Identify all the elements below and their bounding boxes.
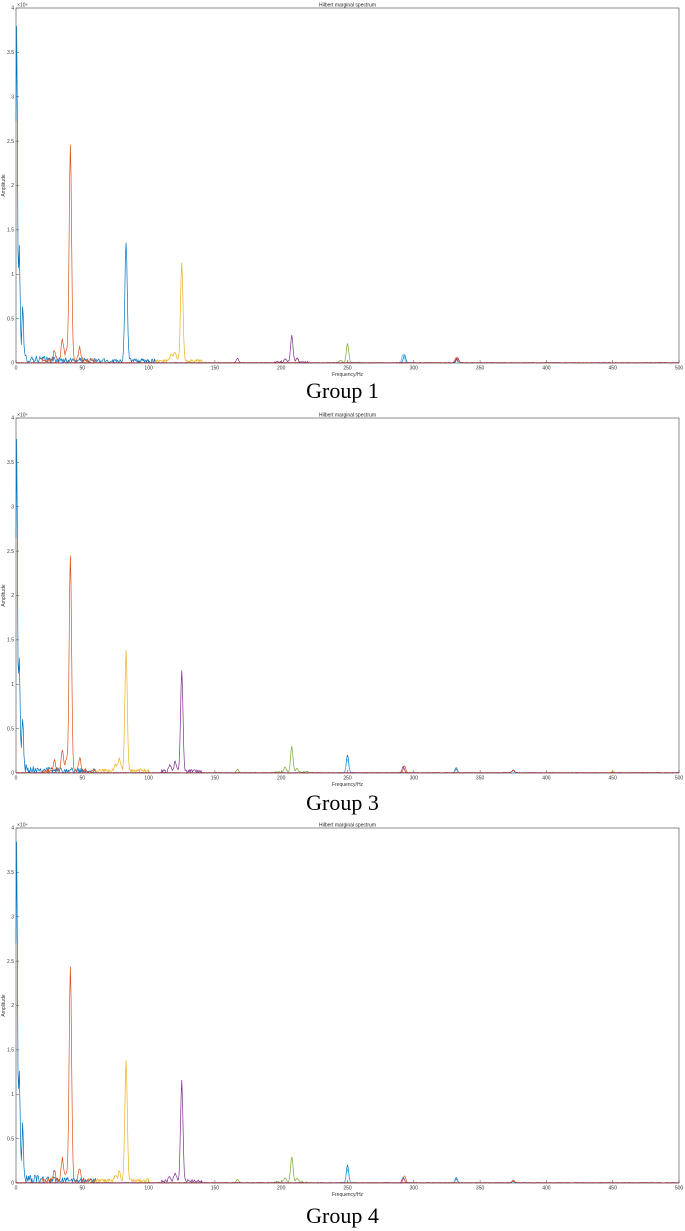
x-axis-label: Frequency/Hz — [332, 782, 364, 788]
y-exponent-label: ×10⁴ — [17, 3, 28, 9]
x-tick-label: 450 — [609, 1186, 618, 1192]
y-tick-label: 1.5 — [7, 638, 14, 644]
x-tick-label: 0 — [15, 366, 18, 372]
y-tick-label: 0 — [11, 771, 14, 777]
chart-panel-group-3: Hilbert marginal spectrum ×10⁴ 0 50 100 150 20… — [0, 410, 685, 820]
x-tick-label: 300 — [410, 366, 419, 372]
x-tick-label: 50 — [80, 1186, 86, 1192]
y-tick-label: 1.5 — [7, 1048, 14, 1054]
y-tick-label: 2.5 — [7, 959, 14, 965]
x-tick-label: 200 — [277, 776, 286, 782]
chart-caption: Group 4 — [306, 1203, 379, 1228]
x-tick-label: 350 — [476, 1186, 485, 1192]
x-tick-label: 150 — [211, 776, 220, 782]
x-tick-label: 50 — [80, 776, 86, 782]
x-axis-label: Frequency/Hz — [332, 372, 364, 378]
y-tick-label: 3.5 — [7, 460, 14, 466]
x-tick-label: 150 — [211, 1186, 220, 1192]
x-tick-label: 500 — [675, 366, 684, 372]
x-tick-label: 200 — [277, 1186, 286, 1192]
y-tick-label: 4 — [11, 6, 14, 12]
y-tick-label: 2 — [11, 1003, 14, 1009]
y-tick-label: 1 — [11, 272, 14, 278]
y-tick-label: 0 — [11, 1181, 14, 1187]
y-tick-label: 2 — [11, 183, 14, 189]
x-tick-label: 250 — [343, 366, 352, 372]
x-tick-label: 100 — [144, 366, 153, 372]
chart-title: Hilbert marginal spectrum — [319, 413, 376, 419]
chart-caption: Group 1 — [306, 378, 379, 403]
x-tick-label: 350 — [476, 776, 485, 782]
y-tick-label: 1 — [11, 1092, 14, 1098]
y-tick-label: 0.5 — [7, 1136, 14, 1142]
x-tick-label: 300 — [410, 776, 419, 782]
y-tick-label: 3 — [11, 94, 14, 100]
x-tick-label: 500 — [675, 776, 684, 782]
x-tick-label: 150 — [211, 366, 220, 372]
x-tick-label: 300 — [410, 1186, 419, 1192]
x-tick-label: 400 — [542, 1186, 551, 1192]
chart-title: Hilbert marginal spectrum — [319, 823, 376, 829]
x-tick-label: 450 — [609, 366, 618, 372]
x-axis-label: Frequency/Hz — [332, 1192, 364, 1198]
x-tick-label: 250 — [343, 1186, 352, 1192]
x-tick-label: 400 — [542, 366, 551, 372]
y-axis-label: Amplitude — [1, 994, 7, 1016]
y-tick-label: 2.5 — [7, 139, 14, 145]
plot-area — [15, 417, 680, 774]
y-tick-label: 4 — [11, 416, 14, 422]
plot-area — [15, 7, 680, 364]
x-tick-label: 0 — [15, 1186, 18, 1192]
x-tick-label: 200 — [277, 366, 286, 372]
y-tick-label: 3.5 — [7, 50, 14, 56]
y-tick-label: 0.5 — [7, 726, 14, 732]
x-tick-label: 50 — [80, 366, 86, 372]
y-exponent-label: ×10⁴ — [17, 823, 28, 829]
x-tick-label: 500 — [675, 1186, 684, 1192]
y-tick-label: 3 — [11, 914, 14, 920]
x-tick-label: 0 — [15, 776, 18, 782]
y-tick-label: 0.5 — [7, 316, 14, 322]
y-tick-label: 4 — [11, 826, 14, 832]
x-tick-label: 100 — [144, 776, 153, 782]
x-tick-label: 450 — [609, 776, 618, 782]
chart-panel-group-1: Hilbert marginal spectrum ×10⁴ 0 50 100 150 20… — [0, 0, 685, 410]
series-line — [15, 769, 679, 774]
y-axis-label: Amplitude — [1, 584, 7, 606]
y-tick-label: 2 — [11, 593, 14, 599]
y-exponent-label: ×10⁴ — [17, 413, 28, 419]
y-tick-label: 3 — [11, 504, 14, 510]
series-line — [15, 357, 680, 364]
x-tick-label: 350 — [476, 366, 485, 372]
x-tick-label: 100 — [144, 1186, 153, 1192]
series-line — [15, 1180, 680, 1184]
x-tick-label: 250 — [343, 776, 352, 782]
chart-title: Hilbert marginal spectrum — [319, 3, 376, 9]
chart-panel-group-4: Hilbert marginal spectrum ×10⁴ 0 50 100 150 20… — [0, 820, 685, 1231]
y-tick-label: 0 — [11, 361, 14, 367]
y-tick-label: 1 — [11, 682, 14, 688]
chart-caption: Group 3 — [306, 790, 379, 815]
y-tick-label: 1.5 — [7, 228, 14, 234]
y-axis-label: Amplitude — [1, 174, 7, 196]
y-tick-label: 3.5 — [7, 870, 14, 876]
plot-area — [15, 827, 680, 1184]
x-tick-label: 400 — [542, 776, 551, 782]
y-tick-label: 2.5 — [7, 549, 14, 555]
